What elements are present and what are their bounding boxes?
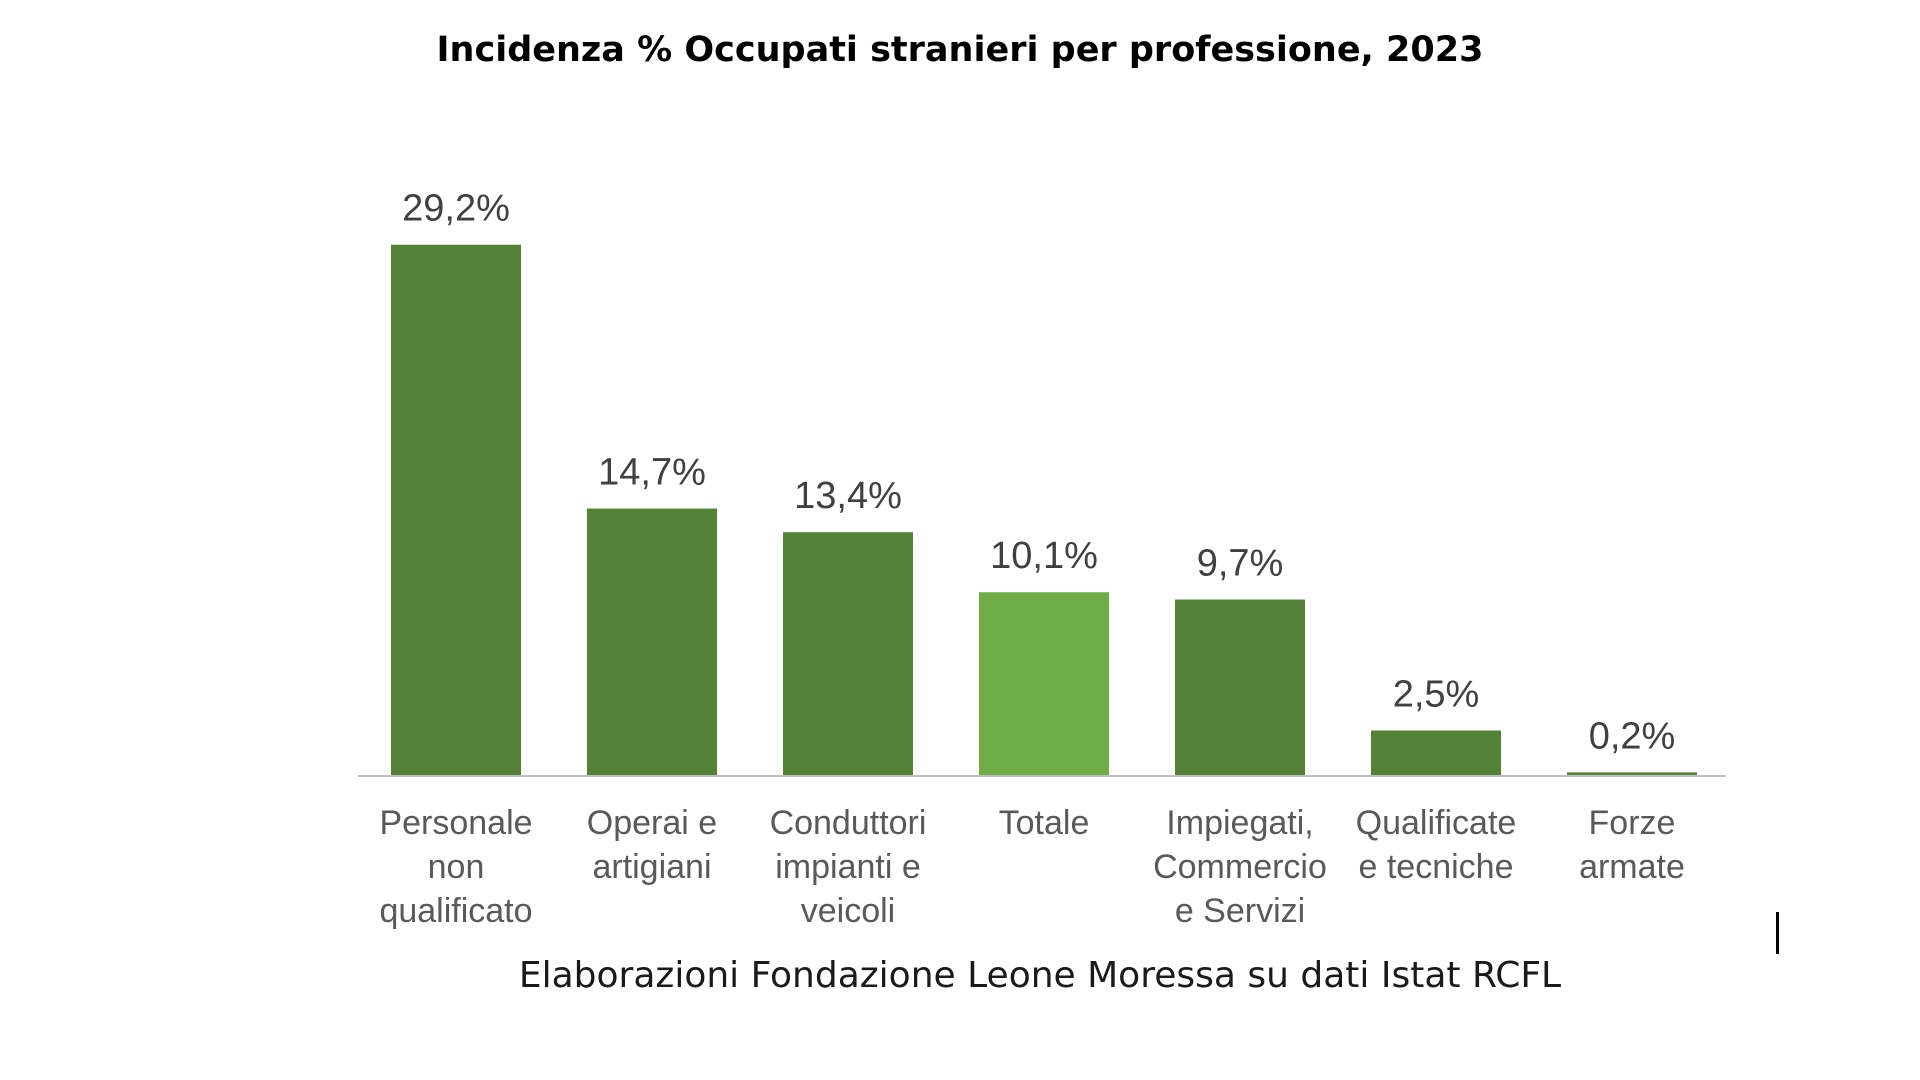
bar-6 bbox=[1371, 730, 1501, 776]
data-label-4: 10,1% bbox=[990, 535, 1098, 577]
data-label-5: 9,7% bbox=[1197, 543, 1284, 585]
bar-7 bbox=[1567, 772, 1697, 776]
chart-title: Incidenza % Occupati stranieri per profe… bbox=[436, 30, 1484, 70]
data-label-6: 2,5% bbox=[1393, 674, 1480, 716]
bar-4 bbox=[979, 592, 1109, 776]
category-label-5: Impiegati, Commercio e Servizi bbox=[1153, 804, 1327, 930]
chart-source-note: Elaborazioni Fondazione Leone Moressa su… bbox=[518, 955, 1562, 996]
data-label-1: 29,2% bbox=[402, 188, 510, 230]
category-label-7: Forze armate bbox=[1579, 804, 1685, 886]
bar-5 bbox=[1175, 599, 1305, 776]
category-label-1: Personale non qualificato bbox=[379, 804, 532, 930]
category-label-2: Operai e artigiani bbox=[587, 804, 717, 886]
bar-2 bbox=[587, 508, 717, 776]
category-label-6: Qualificate e tecniche bbox=[1356, 804, 1517, 886]
data-label-2: 14,7% bbox=[598, 452, 706, 494]
bar-3 bbox=[783, 532, 913, 776]
data-label-3: 13,4% bbox=[794, 475, 902, 517]
category-label-3: Conduttori impianti e veicoli bbox=[770, 804, 927, 930]
text-cursor bbox=[1776, 912, 1779, 954]
data-label-7: 0,2% bbox=[1589, 715, 1676, 757]
category-label-4: Totale bbox=[999, 804, 1090, 842]
bar-1 bbox=[391, 244, 521, 776]
